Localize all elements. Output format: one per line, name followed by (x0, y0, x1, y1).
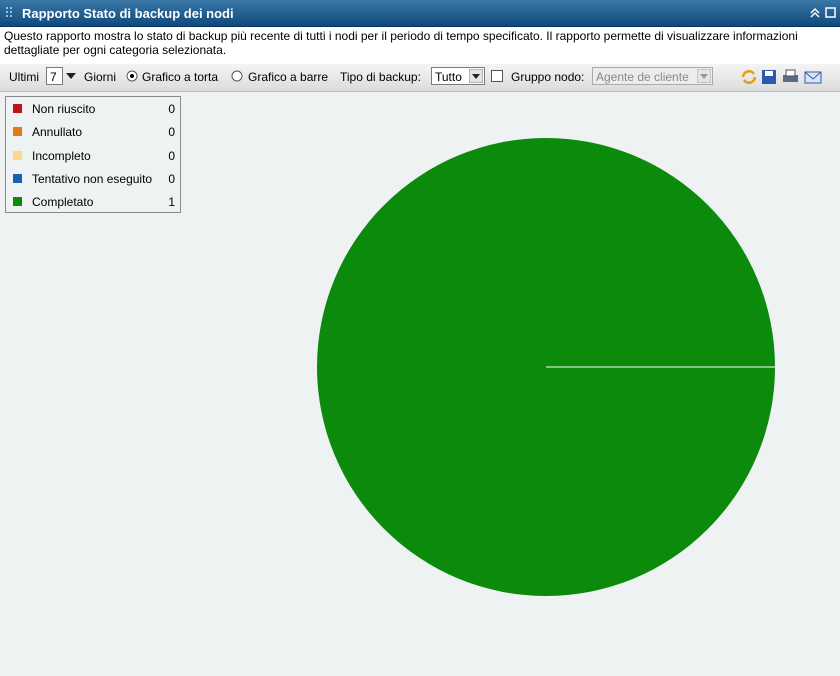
legend-value: 1 (168, 195, 175, 210)
dropdown-button[interactable] (697, 69, 711, 83)
radio-label[interactable]: Grafico a barre (248, 70, 329, 84)
radio[interactable] (231, 70, 243, 82)
radio-checked[interactable] (126, 70, 138, 82)
backup-type-select[interactable]: Tutto (431, 67, 485, 85)
label: Gruppo nodo: (511, 70, 585, 84)
window-controls[interactable] (810, 7, 838, 19)
legend-value: 0 (168, 102, 175, 116)
legend-value: 0 (168, 125, 175, 140)
checkbox[interactable] (491, 70, 503, 82)
grip-icon (6, 7, 12, 17)
legend-swatch (13, 127, 22, 137)
legend-swatch (13, 104, 22, 113)
legend-swatch (13, 150, 22, 160)
title-bar: Rapporto Stato di backup dei nodi (0, 0, 840, 27)
dropdown-button[interactable] (469, 69, 483, 83)
legend-label: Non riuscito (32, 102, 96, 116)
days-input[interactable]: 7 (46, 67, 63, 85)
label: Ultimi (9, 70, 39, 84)
legend-label: Completato (32, 195, 94, 210)
radio-label[interactable]: Grafico a torta (142, 70, 219, 84)
legend-label: Tentativo non eseguito (32, 171, 153, 186)
legend-swatch (13, 173, 22, 183)
toolbar: Ultimi 7 Giorni Grafico a torta Grafico … (0, 64, 840, 92)
legend-label: Annullato (32, 125, 83, 140)
legend-value: 0 (168, 171, 175, 186)
label: Giorni (84, 70, 117, 84)
legend: Non riuscito 0 Annullato 0 Incompleto 0 Tentat… (5, 96, 181, 213)
title: Rapporto Stato di backup dei nodi (22, 6, 234, 21)
legend-value: 0 (168, 148, 175, 163)
dropdown-arrow[interactable] (66, 73, 76, 79)
action-icons[interactable] (740, 68, 824, 86)
select-value: Tutto (435, 70, 462, 84)
legend-swatch (13, 197, 22, 207)
description: Questo rapporto mostra lo stato di backu… (0, 27, 840, 64)
select-value: Agente de cliente (596, 70, 689, 84)
node-group-select[interactable]: Agente de cliente (592, 67, 713, 85)
legend-label: Incompleto (32, 148, 91, 163)
pie-chart (317, 138, 775, 596)
label: Tipo di backup: (340, 70, 421, 84)
